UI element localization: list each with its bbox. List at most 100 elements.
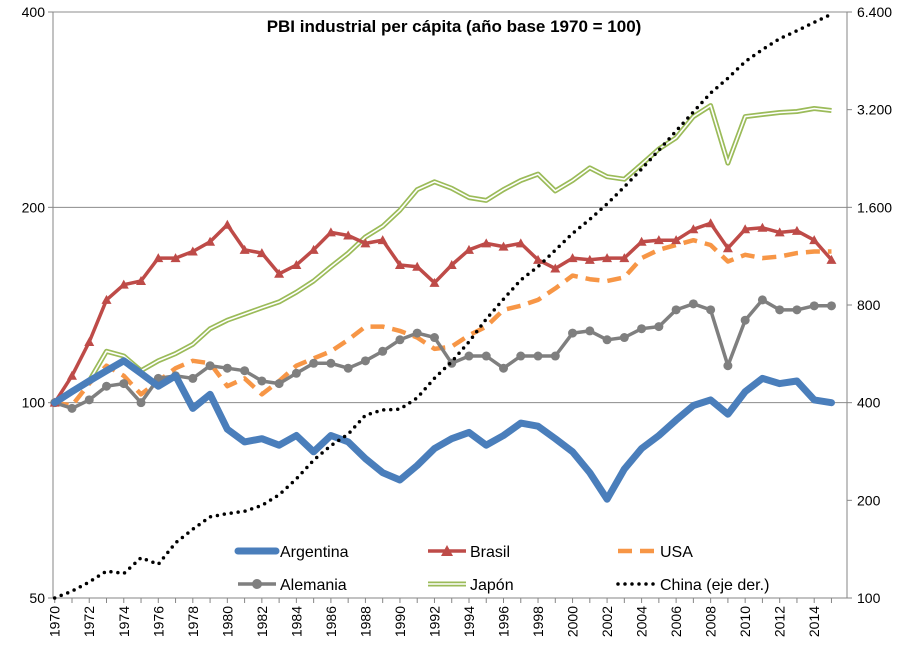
point-brasil [791, 225, 802, 235]
point-alemania [740, 315, 750, 325]
point-alemania [619, 333, 629, 343]
point-alemania [792, 305, 802, 315]
point-alemania [757, 295, 767, 305]
point-brasil [274, 268, 285, 278]
y-right-tick-label: 800 [857, 297, 881, 313]
point-brasil [170, 253, 181, 263]
point-alemania [826, 301, 836, 311]
x-tick-label: 2012 [772, 606, 788, 637]
point-brasil [584, 254, 595, 264]
point-alemania [516, 351, 526, 361]
legend-label: Argentina [280, 544, 349, 561]
series-line-inner-jap-n [54, 104, 832, 404]
series-line-brasil [53, 221, 833, 404]
point-alemania [809, 301, 819, 311]
y-right-tick-label: 200 [857, 492, 881, 508]
point-alemania [688, 299, 698, 309]
point-brasil [343, 230, 354, 240]
legend-label: Alemania [280, 577, 347, 594]
point-brasil [602, 253, 613, 263]
point-brasil [533, 254, 544, 264]
point-brasil [187, 246, 198, 256]
series-line-alemania [54, 298, 832, 411]
point-brasil [653, 235, 664, 245]
x-tick-label: 2010 [737, 606, 753, 637]
point-brasil [705, 218, 716, 228]
point-brasil [412, 261, 423, 271]
point-alemania [706, 305, 716, 315]
series-line-china-eje-der [52, 12, 834, 600]
point-alemania [222, 363, 232, 373]
series-china-eje-der [52, 12, 834, 600]
x-tick-label: 1982 [254, 606, 270, 637]
x-tick-label: 2014 [806, 606, 822, 637]
point-brasil [325, 227, 336, 237]
x-tick-label: 1984 [288, 606, 304, 637]
point-alemania [481, 351, 491, 361]
point-alemania [533, 351, 543, 361]
point-alemania [360, 356, 370, 366]
point-brasil [826, 254, 837, 264]
point-alemania [136, 398, 146, 408]
point-brasil [774, 227, 785, 237]
x-tick-label: 1978 [185, 606, 201, 637]
legend-marker [441, 545, 453, 556]
point-brasil [153, 253, 164, 263]
point-alemania [429, 333, 439, 343]
legend: Argentina Brasil USA Alemania Japón China (ej… [234, 544, 769, 594]
x-tick-label: 1990 [392, 606, 408, 637]
y-right-tick-label: 1.600 [857, 199, 892, 215]
x-tick-label: 1976 [150, 606, 166, 637]
point-brasil [222, 219, 233, 229]
point-alemania [326, 358, 336, 368]
legend-label: Japón [470, 577, 514, 594]
series-argentina [51, 357, 835, 503]
point-brasil [101, 294, 112, 304]
x-tick-label: 1974 [116, 606, 132, 637]
point-brasil [205, 236, 216, 246]
point-alemania [550, 351, 560, 361]
point-alemania [274, 379, 284, 389]
point-brasil [809, 235, 820, 245]
legend-item-brasil: Brasil [428, 544, 510, 561]
y-left-tick-label: 50 [29, 590, 45, 606]
point-alemania [602, 335, 612, 345]
point-alemania [205, 361, 215, 371]
point-alemania [412, 328, 422, 338]
point-brasil [256, 248, 267, 258]
series-alemania [50, 295, 836, 413]
point-alemania [257, 376, 267, 386]
point-alemania [188, 373, 198, 383]
point-brasil [136, 275, 147, 285]
y-right-tick-label: 100 [857, 590, 881, 606]
legend-label: China (eje der.) [660, 577, 769, 594]
x-tick-label: 1996 [496, 606, 512, 637]
point-brasil [308, 244, 319, 254]
point-alemania [585, 326, 595, 336]
point-alemania [637, 324, 647, 334]
x-tick-label: 2008 [703, 606, 719, 637]
point-brasil [481, 238, 492, 248]
point-alemania [671, 305, 681, 315]
y-left-tick-label: 100 [22, 395, 46, 411]
point-alemania [240, 366, 250, 376]
point-alemania [464, 351, 474, 361]
point-brasil [463, 244, 474, 254]
point-brasil [722, 243, 733, 253]
point-brasil [619, 253, 630, 263]
point-brasil [550, 263, 561, 273]
x-tick-label: 1980 [219, 606, 235, 637]
y-right-tick-label: 6.400 [857, 4, 892, 20]
y-right-tick-label: 3.200 [857, 102, 892, 118]
chart-title: PBI industrial per cápita (año base 1970… [267, 17, 642, 36]
legend-label: Brasil [470, 544, 510, 561]
point-brasil [239, 244, 250, 254]
point-alemania [119, 379, 129, 389]
legend-item-alemania: Alemania [238, 577, 347, 594]
x-tick-label: 2000 [565, 606, 581, 637]
x-tick-label: 2006 [668, 606, 684, 637]
point-alemania [343, 363, 353, 373]
point-alemania [102, 381, 112, 391]
